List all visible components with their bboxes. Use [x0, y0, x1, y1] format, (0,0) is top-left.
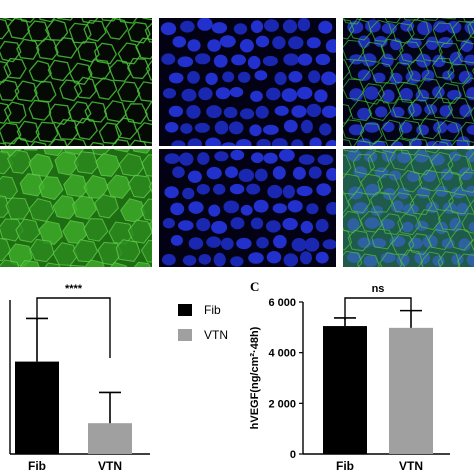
left-x-tick-label-vtn: VTN	[98, 459, 122, 473]
right-bar-fib	[323, 326, 367, 454]
right-bar-vtn	[389, 327, 433, 454]
left-x-tick-label-fib: Fib	[28, 459, 46, 473]
microscopy-image-nuclei-row2	[159, 149, 336, 267]
left-bar-fib	[15, 361, 59, 454]
right-significance-bracket	[344, 297, 412, 320]
legend: Fib VTN	[178, 302, 248, 352]
right-significance-label: ns	[372, 283, 385, 295]
right-y-tick-label: 2 000	[268, 398, 296, 410]
panel-letter: C	[250, 279, 260, 294]
microscopy-image-merge-row1	[343, 18, 474, 146]
right-x-tick-label-vtn: VTN	[399, 459, 423, 473]
legend-swatch-fib	[178, 304, 192, 316]
right-y-tick-label: 0	[290, 449, 296, 461]
right-y-tick-label: 4 000	[268, 348, 296, 360]
legend-item-fib: Fib	[178, 302, 248, 320]
left-bar-vtn	[88, 423, 132, 454]
legend-item-vtn: VTN	[178, 327, 248, 345]
legend-label-vtn: VTN	[204, 328, 228, 342]
left-significance-label: ****	[65, 283, 83, 295]
right-x-tick-label-fib: Fib	[336, 459, 354, 473]
legend-swatch-vtn	[178, 329, 192, 341]
left-significance-bracket	[36, 297, 111, 358]
right-y-tick-label: 6 000	[268, 297, 296, 309]
legend-label-fib: Fib	[204, 303, 221, 317]
microscopy-image-membrane-row2	[0, 149, 152, 267]
microscopy-image-merge-row2	[343, 149, 474, 267]
right-y-axis-label: hVEGF(ng/cm²·48h)	[249, 326, 261, 429]
microscopy-image-nuclei-row1	[159, 18, 336, 146]
microscopy-image-membrane-row1	[0, 18, 152, 146]
